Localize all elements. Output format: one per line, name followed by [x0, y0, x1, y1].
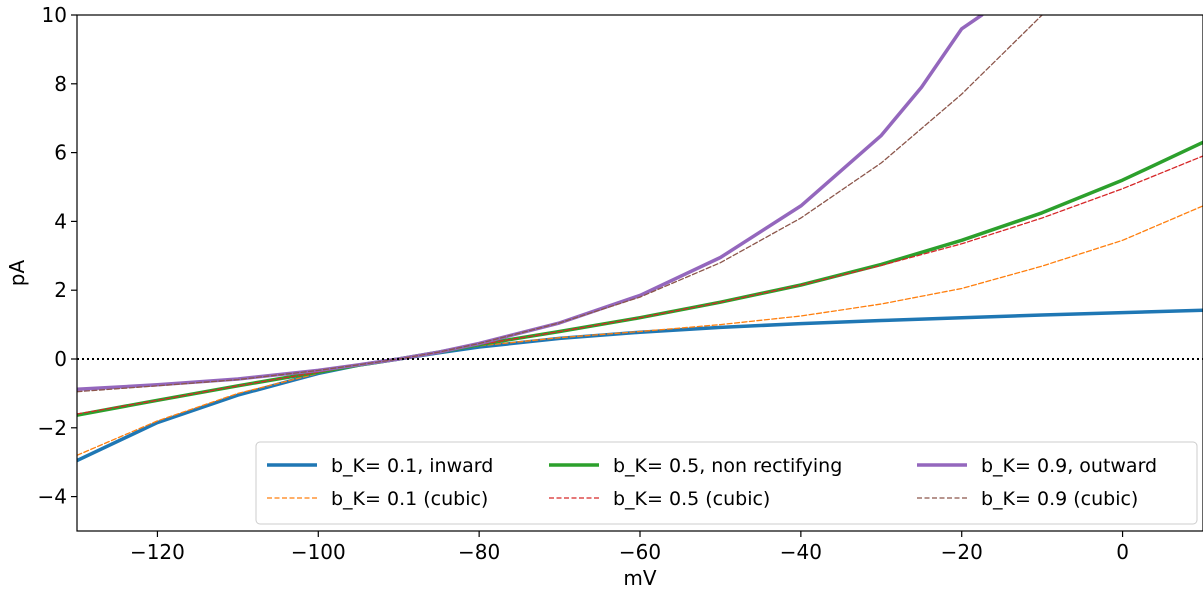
y-tick-label: 10 — [42, 3, 67, 27]
legend-entry-label: b_K= 0.1 (cubic) — [331, 488, 488, 510]
legend-entry-label: b_K= 0.9 (cubic) — [981, 488, 1138, 510]
series-line-6 — [77, 15, 1043, 393]
y-tick-label: 2 — [54, 278, 67, 302]
y-tick-label: 0 — [54, 347, 67, 371]
x-tick-label: −80 — [458, 540, 500, 564]
x-tick-label: −100 — [291, 540, 346, 564]
x-axis-label: mV — [623, 566, 656, 590]
legend-entry-label: b_K= 0.9, outward — [981, 455, 1157, 477]
legend-entry-label: b_K= 0.5, non rectifying — [613, 455, 842, 477]
x-axis: −120 −100 −80 −60 −40 −20 0 — [130, 531, 1129, 564]
y-axis-label: pA — [5, 260, 29, 287]
x-tick-label: −120 — [130, 540, 185, 564]
y-tick-label: 4 — [54, 209, 67, 233]
legend-entry-label: b_K= 0.5 (cubic) — [613, 488, 770, 510]
legend-entry-label: b_K= 0.1, inward — [331, 455, 493, 477]
y-axis: −4 −2 0 2 4 6 8 10 — [38, 3, 77, 509]
series-line-3 — [77, 140, 1203, 417]
x-tick-label: −20 — [941, 540, 983, 564]
x-tick-label: −60 — [619, 540, 661, 564]
y-tick-label: −4 — [38, 485, 67, 509]
y-tick-label: 6 — [54, 141, 67, 165]
series-line-2 — [77, 205, 1203, 456]
legend-box — [255, 441, 1198, 525]
x-tick-label: −40 — [780, 540, 822, 564]
legend: b_K= 0.1, inward b_K= 0.1 (cubic) b_K= 0.5… — [255, 441, 1198, 525]
curves-layer — [77, 15, 1203, 463]
x-tick-label: 0 — [1116, 540, 1129, 564]
y-tick-label: 8 — [54, 72, 67, 96]
series-line-5 — [77, 15, 984, 392]
y-tick-label: −2 — [38, 416, 67, 440]
series-line-4 — [77, 155, 1203, 415]
